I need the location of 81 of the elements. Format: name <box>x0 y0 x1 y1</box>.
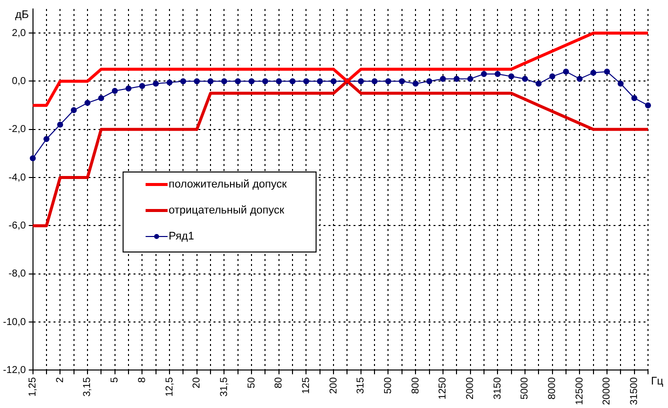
x-tick-label: 800 <box>410 376 422 394</box>
legend-label: отрицательный допуск <box>168 204 284 217</box>
point <box>194 78 200 84</box>
x-tick-label: 50 <box>246 376 258 388</box>
x-tick-label: 125 <box>300 376 312 394</box>
y-axis-title: дБ <box>15 9 29 22</box>
x-tick-label: 1250 <box>438 376 449 400</box>
point <box>248 78 255 84</box>
x-tick-label: 12500 <box>574 376 586 406</box>
point <box>562 68 569 75</box>
point <box>125 85 132 92</box>
point <box>508 73 514 80</box>
x-tick-label: 31,5 <box>218 376 230 397</box>
x-tick-label: 3,15 <box>82 376 94 397</box>
point <box>412 80 419 87</box>
point <box>303 78 310 84</box>
y-tick-label: -2,0 <box>8 124 26 136</box>
point <box>30 155 36 162</box>
x-tick-label: 3150 <box>492 376 504 400</box>
x-axis-title: Гц <box>651 376 664 388</box>
point <box>358 78 364 84</box>
point <box>385 78 392 84</box>
point <box>522 76 528 82</box>
x-tick-label: 20 <box>192 376 203 388</box>
point <box>290 78 296 84</box>
y-tick-label: 0,0 <box>12 76 26 87</box>
x-tick-label: 12,5 <box>164 376 176 397</box>
y-tick-label: -10,0 <box>2 316 26 328</box>
point <box>234 78 241 84</box>
y-tick-label: -12,0 <box>2 364 26 376</box>
legend-label: положительный допуск <box>168 178 287 191</box>
x-tick-label: 8 <box>136 376 148 383</box>
x-tick-label: 500 <box>382 376 394 394</box>
point <box>57 122 64 128</box>
point <box>84 100 90 106</box>
x-tick-label: 5 <box>110 376 121 383</box>
x-tick-label: 20000 <box>602 376 613 406</box>
x-tick-label: 31500 <box>629 376 640 406</box>
point <box>454 76 460 82</box>
y-tick-label: 2,0 <box>12 28 26 39</box>
point <box>494 71 501 78</box>
x-tick-label: 2000 <box>465 376 476 400</box>
point <box>398 78 405 84</box>
legend-label: Ряд1 <box>168 230 194 243</box>
point <box>480 71 487 78</box>
point <box>221 78 228 84</box>
point <box>98 95 104 102</box>
point <box>70 107 77 114</box>
point <box>467 76 474 82</box>
point <box>426 78 432 84</box>
point <box>618 80 624 87</box>
point <box>536 80 542 87</box>
point <box>549 73 556 80</box>
point <box>139 83 146 90</box>
x-tick-label: 315 <box>356 376 367 394</box>
point <box>440 76 446 82</box>
y-tick-label: -4,0 <box>8 172 26 184</box>
point <box>631 95 638 102</box>
x-tick-label: 200 <box>328 376 340 394</box>
point <box>276 78 282 84</box>
point <box>112 88 118 94</box>
point <box>645 102 651 108</box>
point <box>316 78 323 84</box>
point <box>180 78 186 84</box>
y-tick-label: -8,0 <box>8 268 26 280</box>
point <box>166 79 173 86</box>
point <box>604 68 610 75</box>
x-tick-label: 2 <box>54 376 66 383</box>
point <box>262 78 268 84</box>
point <box>372 78 378 84</box>
x-tick-label: 8000 <box>547 376 558 400</box>
point <box>576 76 583 82</box>
x-tick-label: 5000 <box>520 376 531 400</box>
x-tick-label: 1,25 <box>28 376 39 397</box>
point <box>330 78 337 84</box>
point <box>43 136 50 142</box>
point <box>590 70 596 76</box>
point <box>152 80 159 87</box>
y-tick-label: -6,0 <box>8 220 26 232</box>
x-tick-label: 80 <box>274 376 285 388</box>
point <box>208 78 214 84</box>
